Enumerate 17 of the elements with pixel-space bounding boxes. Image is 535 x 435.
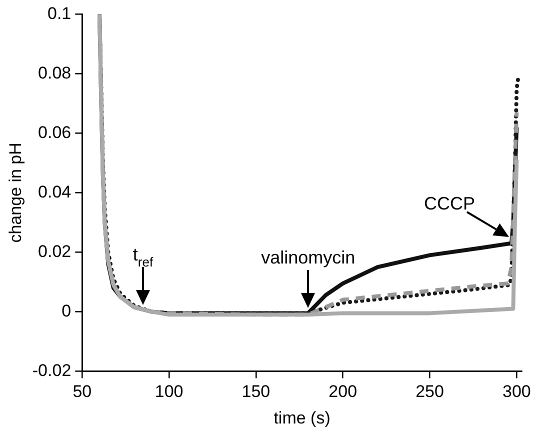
annotation: valinomycin [261, 248, 356, 268]
annotation: CCCP [424, 193, 475, 214]
y-tick-label: 0 [62, 301, 72, 320]
x-tick-label: 200 [328, 382, 358, 402]
y-axis-title: change in pH [6, 142, 25, 243]
y-tick-label: 0.1 [48, 4, 72, 23]
y-tick-label: 0.06 [38, 122, 72, 142]
y-tick-label: 0.04 [38, 182, 72, 202]
x-axis-title: time (s) [274, 408, 330, 428]
y-tick-label: -0.02 [32, 360, 72, 380]
x-tick-label: 300 [502, 382, 531, 402]
x-tick-label: 100 [154, 382, 184, 402]
y-tick-label: 0.08 [38, 63, 72, 82]
y-tick-label: 0.02 [38, 242, 72, 261]
x-tick-label: 150 [242, 382, 270, 402]
x-tick-label: 250 [416, 382, 444, 402]
x-tick-label: 50 [72, 382, 92, 402]
